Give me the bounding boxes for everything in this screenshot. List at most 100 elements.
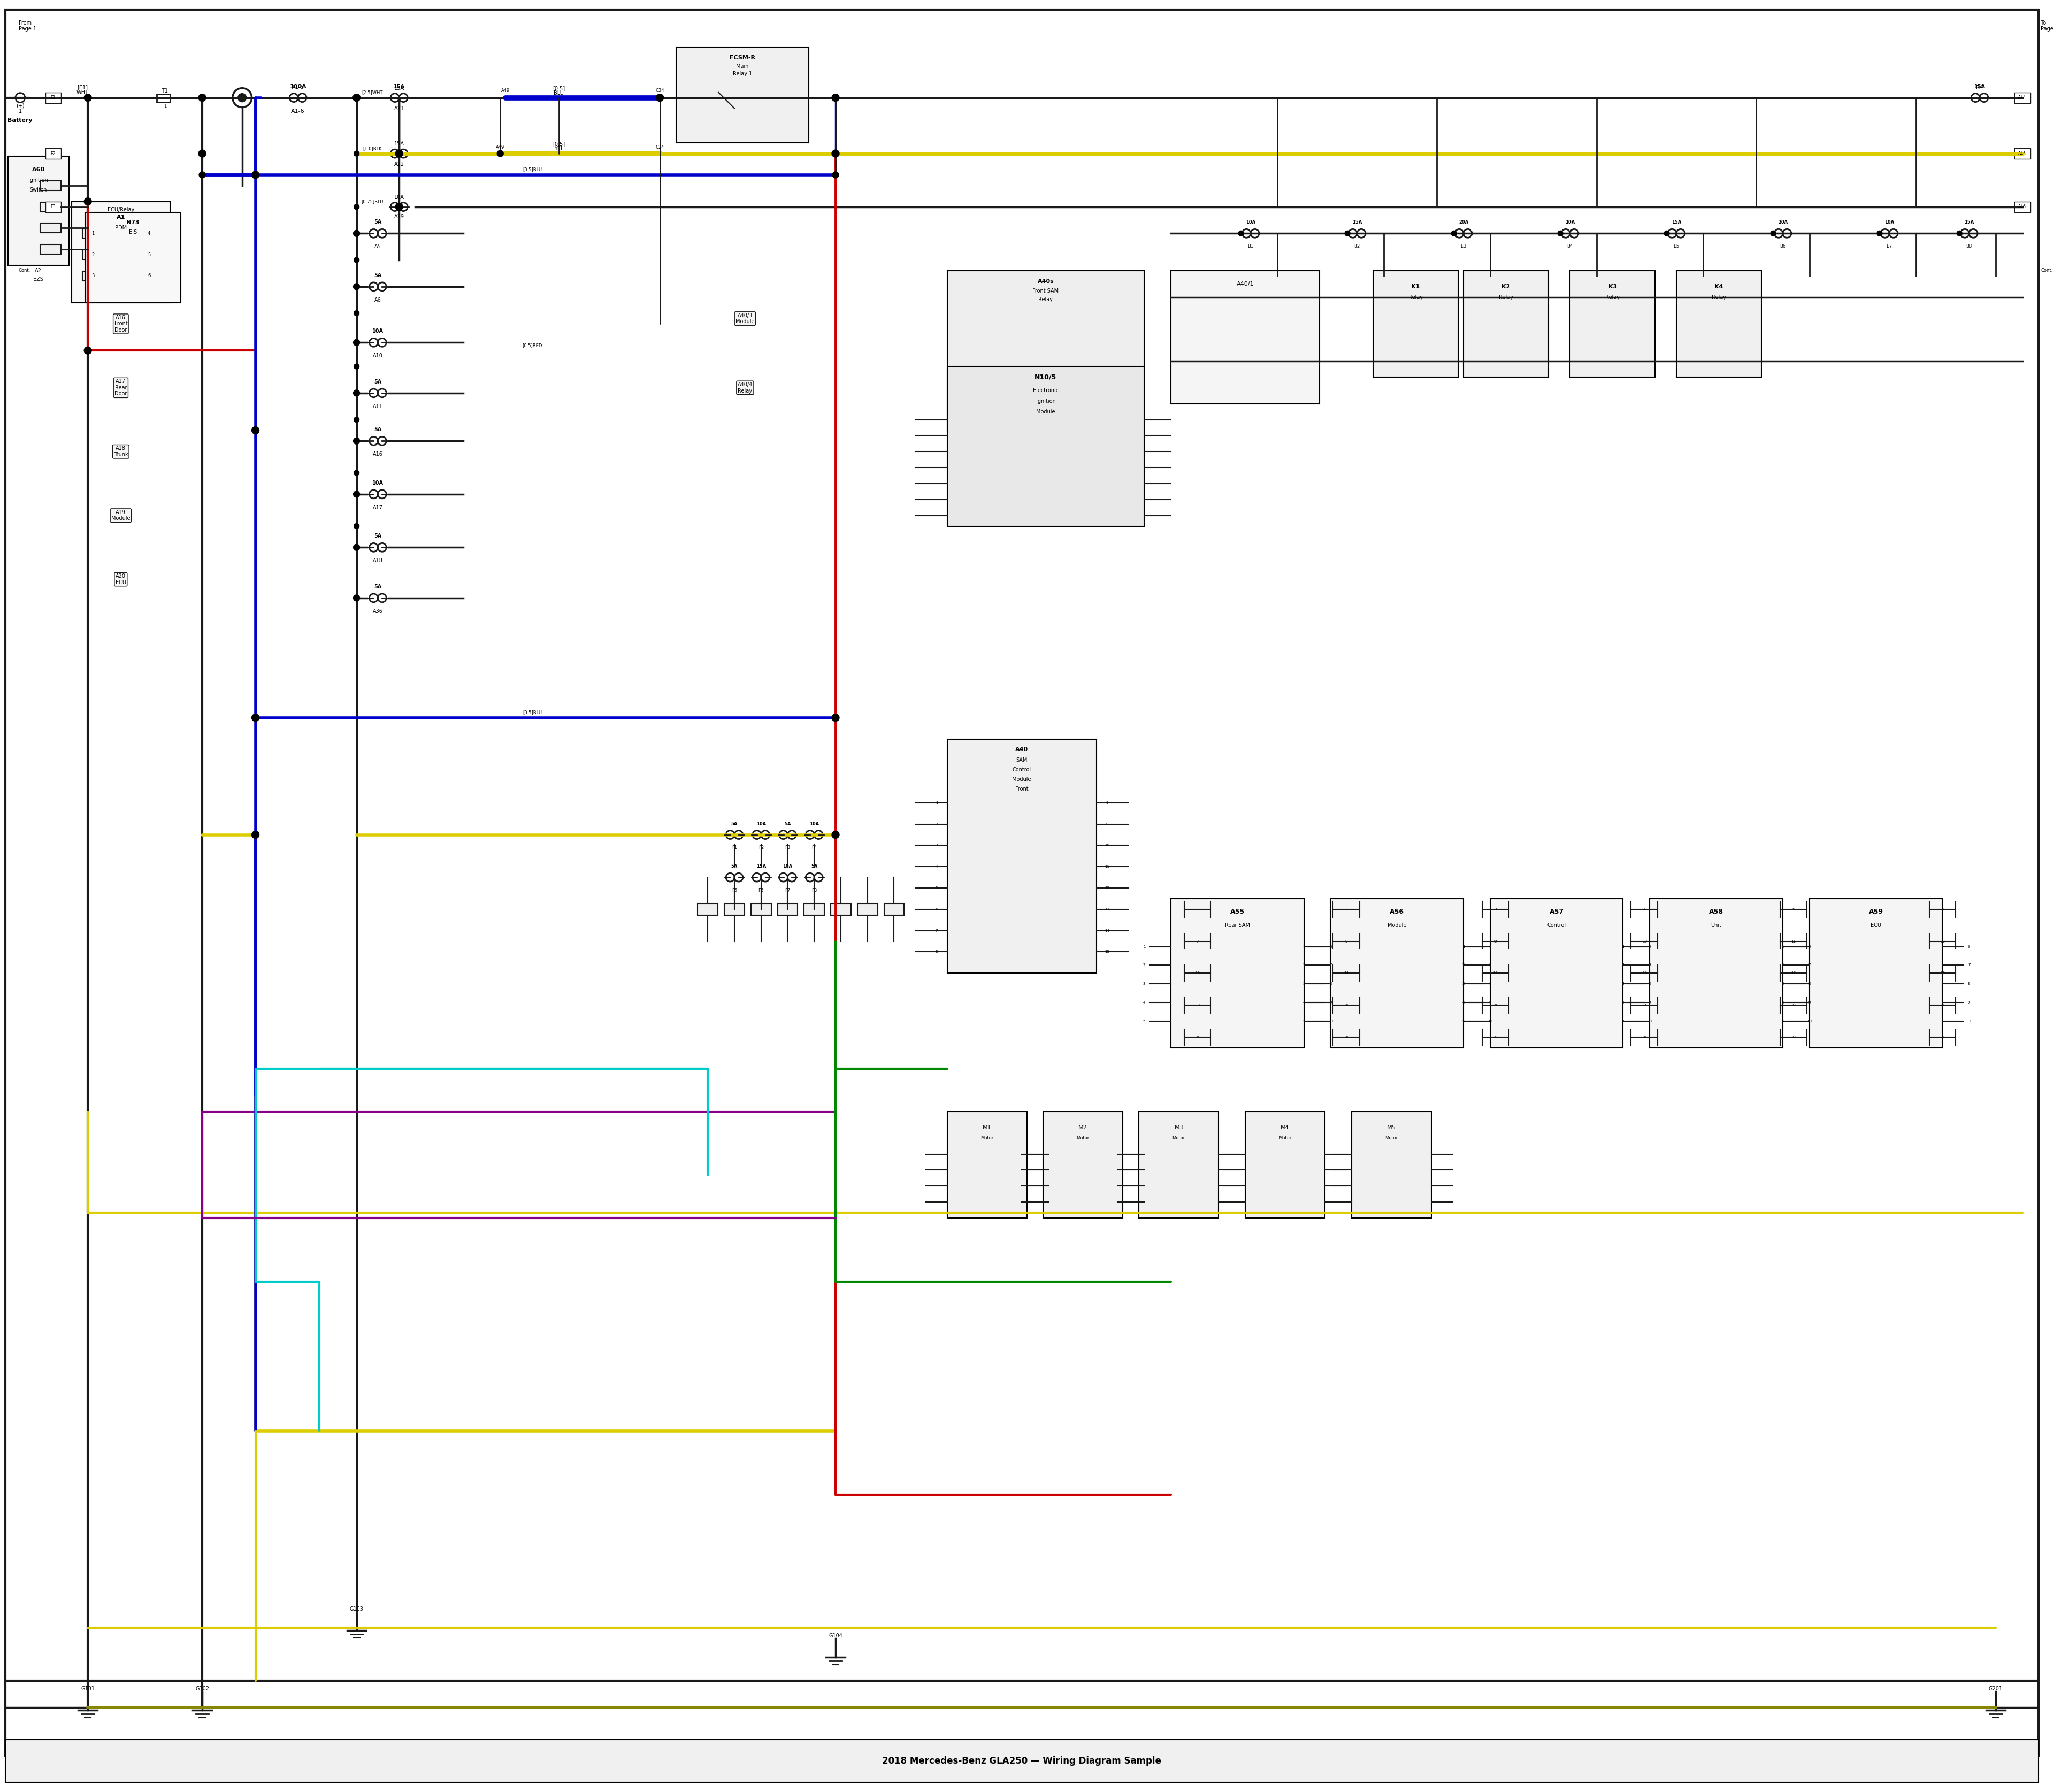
Text: A16: A16 [372, 452, 382, 457]
Text: 10A: 10A [1565, 220, 1575, 224]
Text: 14: 14 [1343, 971, 1349, 975]
Text: 5: 5 [1623, 1020, 1625, 1023]
Circle shape [1345, 231, 1349, 237]
Circle shape [353, 418, 359, 423]
Text: E2: E2 [51, 151, 55, 156]
Text: Relay: Relay [1606, 294, 1621, 299]
Text: 15A: 15A [1974, 84, 1986, 90]
Circle shape [353, 523, 359, 529]
Text: T1: T1 [162, 88, 168, 93]
Text: 2: 2 [1781, 964, 1785, 968]
Bar [1649, 898, 1783, 1048]
Text: WHT: WHT [76, 90, 88, 95]
Bar [698, 903, 719, 916]
Text: Unit: Unit [1711, 923, 1721, 928]
Text: B3: B3 [1460, 244, 1467, 249]
Text: Cont.: Cont. [18, 269, 31, 272]
Circle shape [353, 391, 359, 396]
Text: 100A: 100A [290, 84, 306, 90]
Text: Relay: Relay [1409, 294, 1423, 299]
Text: 25: 25 [1195, 1036, 1200, 1039]
Text: 6: 6 [1968, 944, 1970, 948]
Text: 6: 6 [1329, 944, 1331, 948]
Text: N73: N73 [127, 220, 140, 226]
Text: 5: 5 [1793, 909, 1795, 910]
Bar [1676, 271, 1762, 376]
Text: Module: Module [1013, 776, 1031, 781]
Text: EIS: EIS [129, 229, 138, 235]
Bar [947, 366, 1144, 527]
Circle shape [497, 151, 503, 156]
Text: 4: 4 [1623, 1002, 1625, 1004]
Circle shape [353, 283, 359, 290]
Bar [1331, 898, 1462, 1048]
Circle shape [1771, 231, 1777, 237]
Text: A11: A11 [372, 403, 382, 409]
Text: 15: 15 [1493, 971, 1497, 975]
Text: A18
Trunk: A18 Trunk [113, 446, 127, 457]
Text: G104: G104 [828, 1633, 842, 1638]
Text: 3: 3 [1302, 982, 1304, 986]
Text: 10A: 10A [394, 195, 405, 201]
Circle shape [1452, 231, 1456, 237]
Text: Relay: Relay [1711, 294, 1725, 299]
Circle shape [253, 831, 259, 839]
Text: 15A: 15A [1964, 220, 1974, 224]
Text: C34: C34 [655, 88, 663, 93]
Text: 1: 1 [1623, 944, 1625, 948]
Text: 2: 2 [1345, 909, 1347, 910]
Text: B8: B8 [1966, 244, 1972, 249]
Text: 12: 12 [1105, 887, 1109, 889]
Text: 18: 18 [1941, 971, 1945, 975]
Text: F1: F1 [731, 846, 737, 849]
Text: 10A: 10A [756, 821, 766, 826]
Text: 9: 9 [1808, 1002, 1810, 1004]
Circle shape [353, 151, 359, 156]
Bar [138, 271, 160, 281]
Text: Control: Control [1013, 767, 1031, 772]
Text: G201: G201 [1988, 1686, 2003, 1692]
Bar [8, 156, 70, 265]
Text: A1: A1 [117, 215, 125, 220]
Text: C24: C24 [655, 145, 663, 149]
Bar [2015, 149, 2029, 159]
Text: 7: 7 [1968, 964, 1970, 968]
Text: B1: B1 [1247, 244, 1253, 249]
Text: A2: A2 [35, 269, 41, 274]
Text: N4: N4 [1976, 84, 1984, 90]
Bar [39, 202, 62, 211]
Circle shape [353, 204, 359, 210]
Text: Control: Control [1547, 923, 1565, 928]
Text: 4: 4 [148, 231, 150, 237]
Text: Battery: Battery [8, 118, 33, 124]
Text: [0.5]: [0.5] [553, 86, 565, 91]
Text: 3: 3 [1493, 909, 1497, 910]
Text: A20
ECU: A20 ECU [115, 573, 125, 586]
Text: 10A: 10A [372, 328, 384, 333]
Text: 13: 13 [1105, 909, 1109, 910]
Bar [45, 93, 62, 102]
Text: 8: 8 [1808, 982, 1810, 986]
Text: 8: 8 [1968, 982, 1970, 986]
Text: 5: 5 [148, 253, 150, 256]
Text: 1: 1 [1462, 944, 1465, 948]
Bar [45, 149, 62, 159]
Text: 22: 22 [1641, 1004, 1647, 1007]
Circle shape [1239, 231, 1243, 237]
Circle shape [1557, 231, 1563, 237]
Text: BLU: BLU [555, 90, 565, 95]
Bar [1245, 1111, 1325, 1219]
Text: A56: A56 [1391, 909, 1405, 916]
Circle shape [253, 172, 259, 179]
Text: 6: 6 [1649, 944, 1651, 948]
Text: 8: 8 [1649, 982, 1651, 986]
Text: 9: 9 [1968, 1002, 1970, 1004]
Bar [947, 1111, 1027, 1219]
Bar [1810, 898, 1943, 1048]
Text: 5A: 5A [374, 534, 382, 539]
Text: 5: 5 [1142, 1020, 1146, 1023]
Circle shape [832, 715, 838, 720]
Text: 8: 8 [1105, 801, 1107, 805]
Bar [947, 738, 1097, 973]
Text: F8: F8 [811, 889, 817, 892]
